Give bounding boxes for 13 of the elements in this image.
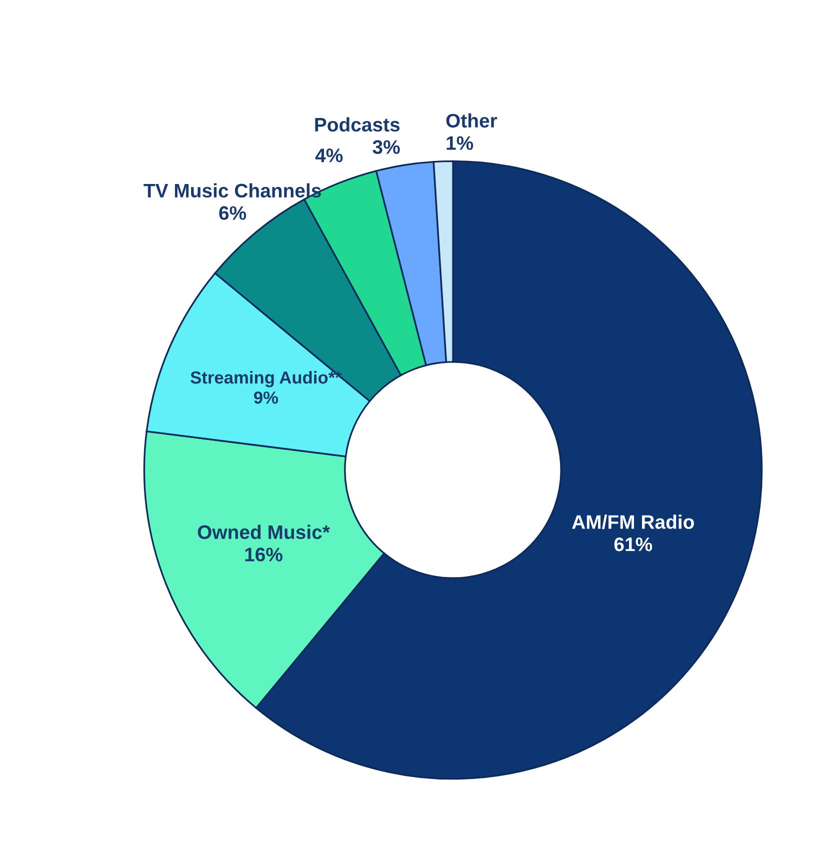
data-label: 3%	[372, 140, 400, 154]
data-label: 4%	[315, 148, 343, 162]
data-label: 1%	[446, 136, 474, 150]
data-label: 16%	[245, 548, 282, 562]
data-label: 61%	[614, 537, 652, 552]
slice-label: AM/FM Radio	[572, 514, 694, 530]
slice-label: Streaming Audio**	[190, 370, 342, 388]
slice-label: Owned Music*	[198, 524, 330, 540]
slice-label: Other	[446, 113, 498, 128]
data-label: 9%	[254, 391, 278, 404]
slice-label: Podcasts	[315, 117, 400, 132]
slice-label: TV Music Channels	[144, 183, 321, 198]
data-label: 6%	[219, 206, 246, 220]
